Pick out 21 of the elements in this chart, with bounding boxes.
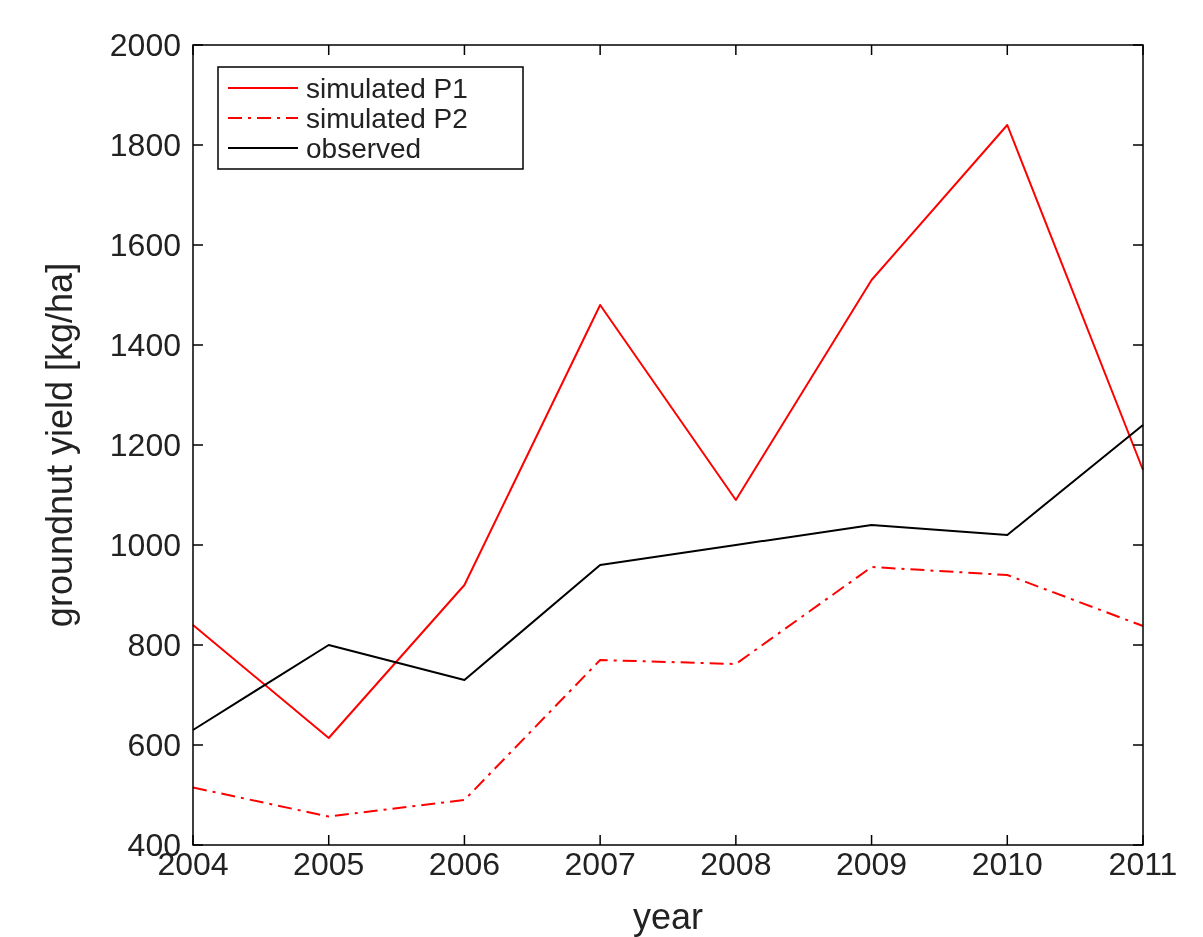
y-tick-label: 800 [127,627,181,664]
x-axis-title: year [632,896,704,937]
x-tick-label: 2007 [564,846,636,882]
legend-label: observed [306,132,422,164]
x-tick-label: 2011 [1108,846,1178,882]
line-series [192,566,1144,818]
legend-label: simulated P1 [306,72,468,104]
x-tick-label: 2006 [428,846,501,882]
y-axis-title: groundnut yield [kg/ha] [39,262,80,628]
y-tick-label: 1600 [109,227,181,264]
y-tick-label: 1400 [109,327,181,364]
y-tick-label: 600 [127,727,181,764]
x-tick-label: 2005 [293,846,365,882]
legend-label: simulated P2 [306,102,468,134]
y-tick-label: 1200 [109,427,181,464]
y-tick-label: 1000 [109,527,181,564]
y-tick-label: 2000 [109,27,181,64]
y-tick-label: 1800 [109,127,181,164]
x-tick-label: 2009 [835,846,908,882]
x-tick-label: 2010 [971,846,1043,882]
x-tick-label: 2008 [700,846,772,882]
